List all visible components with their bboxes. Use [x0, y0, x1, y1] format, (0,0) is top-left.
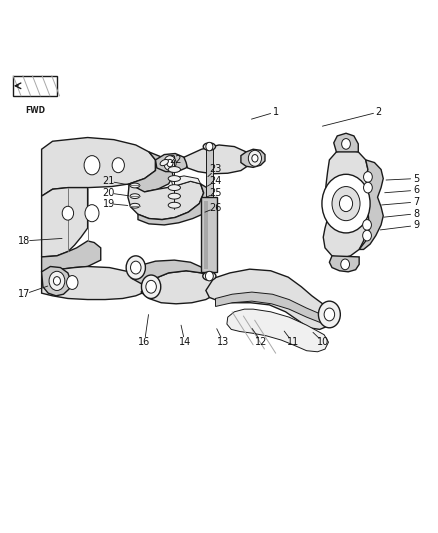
Text: 16: 16 — [138, 337, 151, 347]
Polygon shape — [42, 266, 71, 296]
Text: 22: 22 — [169, 155, 181, 165]
Circle shape — [318, 301, 340, 328]
Polygon shape — [206, 269, 332, 329]
Circle shape — [164, 156, 176, 171]
Circle shape — [252, 155, 258, 162]
Circle shape — [126, 256, 145, 279]
Circle shape — [67, 276, 78, 289]
Polygon shape — [334, 133, 358, 152]
Circle shape — [112, 158, 124, 173]
Circle shape — [322, 174, 370, 233]
Text: 21: 21 — [102, 176, 115, 186]
Ellipse shape — [130, 193, 140, 199]
Circle shape — [342, 139, 350, 149]
Text: 5: 5 — [413, 174, 419, 183]
Text: 25: 25 — [209, 188, 222, 198]
Circle shape — [146, 280, 156, 293]
Text: 6: 6 — [413, 185, 419, 195]
Text: 12: 12 — [255, 337, 268, 347]
Ellipse shape — [160, 159, 169, 166]
Ellipse shape — [168, 203, 180, 208]
Text: 17: 17 — [18, 289, 30, 299]
Ellipse shape — [168, 176, 180, 181]
Polygon shape — [129, 260, 214, 284]
Text: 13: 13 — [217, 337, 230, 347]
Polygon shape — [42, 188, 88, 257]
Text: 11: 11 — [286, 337, 299, 347]
Circle shape — [364, 172, 372, 182]
Ellipse shape — [168, 166, 180, 172]
Text: 24: 24 — [209, 176, 222, 186]
Ellipse shape — [203, 272, 216, 280]
Polygon shape — [42, 266, 147, 300]
Circle shape — [206, 142, 213, 151]
Text: 2: 2 — [376, 107, 382, 117]
Circle shape — [141, 275, 161, 298]
Circle shape — [363, 220, 371, 230]
Ellipse shape — [130, 203, 140, 208]
Polygon shape — [141, 271, 218, 304]
Text: 7: 7 — [413, 197, 419, 207]
Text: 9: 9 — [413, 221, 419, 230]
Bar — [201, 197, 217, 272]
Ellipse shape — [130, 183, 140, 188]
Circle shape — [85, 205, 99, 222]
Circle shape — [62, 206, 74, 220]
Text: 26: 26 — [209, 203, 222, 213]
Polygon shape — [241, 149, 265, 167]
Polygon shape — [138, 184, 214, 225]
Text: 8: 8 — [413, 209, 419, 219]
Text: FWD: FWD — [25, 106, 45, 115]
Circle shape — [364, 182, 372, 193]
Circle shape — [341, 259, 350, 270]
Polygon shape — [129, 152, 173, 193]
Ellipse shape — [168, 193, 180, 199]
Polygon shape — [329, 256, 359, 272]
Circle shape — [205, 271, 213, 281]
Polygon shape — [184, 145, 251, 174]
Circle shape — [84, 156, 100, 175]
Text: 10: 10 — [317, 337, 329, 347]
Circle shape — [49, 271, 65, 290]
Polygon shape — [155, 154, 188, 172]
Circle shape — [167, 159, 173, 167]
Ellipse shape — [168, 184, 180, 191]
Circle shape — [339, 196, 353, 212]
Polygon shape — [42, 138, 155, 196]
FancyBboxPatch shape — [13, 76, 57, 96]
Circle shape — [53, 277, 60, 285]
Bar — [204, 201, 208, 269]
Circle shape — [248, 150, 261, 166]
Text: 23: 23 — [209, 165, 222, 174]
Bar — [206, 148, 213, 200]
Polygon shape — [128, 181, 204, 220]
Text: 14: 14 — [179, 337, 191, 347]
Circle shape — [363, 230, 371, 241]
Polygon shape — [215, 292, 324, 324]
Polygon shape — [359, 160, 383, 249]
Text: 18: 18 — [18, 236, 30, 246]
Circle shape — [131, 261, 141, 274]
Circle shape — [332, 187, 360, 221]
Polygon shape — [42, 241, 101, 272]
Polygon shape — [227, 309, 328, 352]
Polygon shape — [171, 176, 201, 187]
Text: 20: 20 — [102, 188, 115, 198]
Circle shape — [324, 308, 335, 321]
Polygon shape — [323, 149, 369, 259]
Ellipse shape — [203, 143, 215, 150]
Text: 1: 1 — [273, 107, 279, 117]
Text: 19: 19 — [102, 199, 115, 208]
